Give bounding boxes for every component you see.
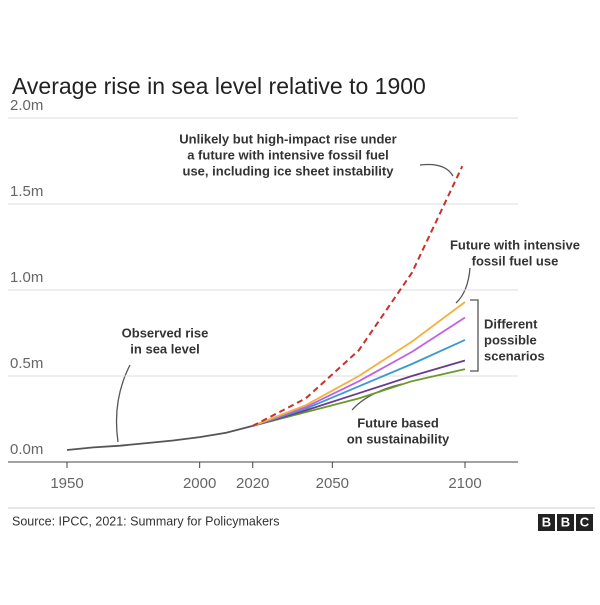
annotation: fossil fuel use bbox=[472, 253, 559, 268]
logo-letter: C bbox=[580, 514, 590, 529]
y-tick-label: 0.0m bbox=[10, 441, 43, 458]
y-tick-label: 1.5m bbox=[10, 183, 43, 200]
logo-letter: B bbox=[542, 514, 551, 529]
arrow bbox=[455, 267, 471, 304]
series-line bbox=[252, 368, 466, 427]
series-line bbox=[252, 316, 466, 427]
annotation: Future based bbox=[357, 415, 439, 430]
source: Source: IPCC, 2021: Summary for Policyma… bbox=[12, 514, 279, 528]
annotation: in sea level bbox=[130, 341, 199, 356]
annotation: possible bbox=[484, 332, 537, 347]
x-tick-label: 2100 bbox=[448, 475, 481, 492]
annotation: use, including ice sheet instability bbox=[183, 163, 395, 178]
series-line bbox=[252, 165, 464, 427]
annotation: on sustainability bbox=[347, 431, 450, 446]
series-line bbox=[252, 359, 466, 427]
arrow bbox=[115, 364, 131, 443]
series-line bbox=[66, 425, 253, 451]
arrow bbox=[419, 163, 454, 177]
x-tick-label: 2020 bbox=[236, 475, 269, 492]
annotation: Unlikely but high-impact rise under bbox=[179, 131, 396, 146]
annotation-arrows bbox=[115, 163, 479, 443]
annotation: a future with intensive fossil fuel bbox=[187, 147, 389, 162]
annotation: scenarios bbox=[484, 348, 545, 363]
logo-box bbox=[557, 514, 574, 531]
y-tick-label: 2.0m bbox=[10, 97, 43, 114]
logo-letter: B bbox=[561, 514, 570, 529]
x-tick-label: 2000 bbox=[183, 475, 216, 492]
annotation: Future with intensive bbox=[450, 237, 580, 252]
annotation: Different bbox=[484, 316, 538, 331]
x-tick-label: 2050 bbox=[316, 475, 349, 492]
y-tick-label: 0.5m bbox=[10, 355, 43, 372]
chart-title: Average rise in sea level relative to 19… bbox=[12, 73, 426, 99]
series-line bbox=[252, 301, 466, 427]
series-line bbox=[252, 339, 466, 427]
logo-box bbox=[538, 514, 555, 531]
bracket bbox=[470, 299, 479, 372]
logo-box bbox=[576, 514, 593, 531]
x-tick-label: 1950 bbox=[50, 475, 83, 492]
y-tick-label: 1.0m bbox=[10, 269, 43, 286]
annotation: Observed rise bbox=[122, 325, 209, 340]
